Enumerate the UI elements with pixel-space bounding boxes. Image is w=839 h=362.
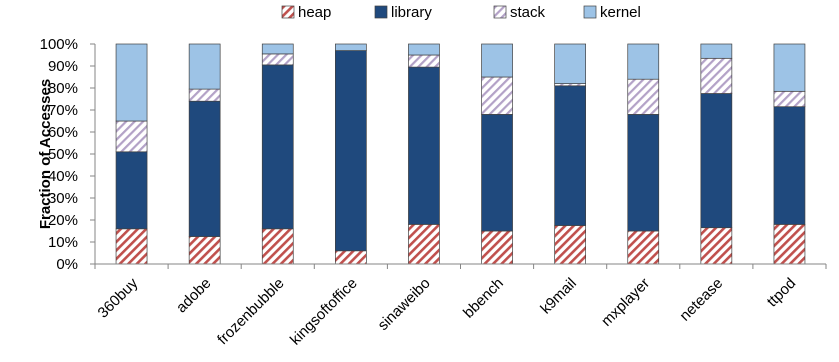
bar-segment-stack-mxplayer xyxy=(627,78,660,115)
bar-segment-stack-netease xyxy=(700,57,733,94)
bar-segment-kernel-netease xyxy=(700,43,733,59)
bar-segment-library-adobe xyxy=(188,100,221,237)
x-tick-label: kingsoftoffice xyxy=(287,275,361,349)
x-tick-label: sinaweibo xyxy=(375,275,434,334)
bar-segment-heap-mxplayer xyxy=(627,230,660,265)
legend-label-heap: heap xyxy=(298,4,331,21)
chart-legend: heap library stack kernel xyxy=(281,4,641,21)
bar-segment-kernel-sinaweibo xyxy=(408,43,440,56)
y-tick-label: 10% xyxy=(48,234,78,251)
bar-segment-library-360buy xyxy=(115,151,148,230)
bar-segment-stack-sinaweibo xyxy=(408,54,440,68)
x-tick-label: frozenbubble xyxy=(214,275,287,348)
bar-segment-stack-frozenbubble xyxy=(261,53,294,66)
y-tick-label: 20% xyxy=(48,212,78,229)
legend-swatch-library xyxy=(374,5,388,19)
y-tick-label: 50% xyxy=(48,146,78,163)
bar-segment-stack-adobe xyxy=(188,88,221,102)
legend-label-library: library xyxy=(391,4,432,21)
bar-segment-library-ttpod xyxy=(773,106,806,225)
legend-swatch-stack xyxy=(493,5,507,19)
legend-label-kernel: kernel xyxy=(600,4,641,21)
bar-segment-heap-bbench xyxy=(481,230,513,265)
bar-segment-heap-360buy xyxy=(115,228,148,265)
x-axis: 360buy adobe frozenbubble kingsoftoffice sin… xyxy=(94,263,827,349)
bar-segment-heap-netease xyxy=(700,227,733,265)
bar-segment-library-frozenbubble xyxy=(261,64,294,230)
bar-segment-kernel-bbench xyxy=(481,43,513,78)
bar-segment-kernel-k9mail xyxy=(554,43,587,84)
bar-segment-stack-360buy xyxy=(115,120,148,153)
bar-segment-stack-bbench xyxy=(481,76,513,115)
y-axis-title: Fraction of Accesses xyxy=(37,79,54,229)
x-tick-label: 360buy xyxy=(95,274,142,321)
bars xyxy=(115,43,806,265)
bar-segment-kernel-ttpod xyxy=(773,43,806,92)
bar-segment-kernel-frozenbubble xyxy=(261,43,294,55)
bar-segment-heap-ttpod xyxy=(773,224,806,265)
y-tick-label: 80% xyxy=(48,80,78,97)
y-axis: 0% 10% 20% 30% 40% 50% 60% 70% 80% 90% 100% xyxy=(40,36,96,273)
bar-segment-kernel-360buy xyxy=(115,43,148,122)
y-tick-label: 70% xyxy=(48,102,78,119)
x-tick-label: ttpod xyxy=(764,275,800,311)
x-tick-label: netease xyxy=(676,275,726,325)
legend-swatch-kernel xyxy=(583,5,597,19)
legend-label-stack: stack xyxy=(510,4,546,21)
bar-segment-kernel-kingsoftoffice xyxy=(335,43,367,51)
bar-segment-library-k9mail xyxy=(554,85,587,226)
x-tick-label: k9mail xyxy=(537,275,580,318)
bar-segment-heap-sinaweibo xyxy=(408,224,440,265)
y-tick-label: 100% xyxy=(40,36,78,53)
bar-segment-library-kingsoftoffice xyxy=(335,50,367,252)
bar-segment-stack-ttpod xyxy=(773,90,806,108)
x-tick-label: bbench xyxy=(460,275,507,322)
y-tick-label: 30% xyxy=(48,190,78,207)
bar-segment-kernel-adobe xyxy=(188,43,221,90)
bar-segment-heap-adobe xyxy=(188,236,221,265)
legend-swatch-heap xyxy=(281,5,295,19)
bar-segment-library-sinaweibo xyxy=(408,66,440,225)
y-tick-label: 90% xyxy=(48,58,78,75)
bar-segment-kernel-mxplayer xyxy=(627,43,660,80)
bar-segment-heap-frozenbubble xyxy=(261,228,294,265)
bar-segment-heap-kingsoftoffice xyxy=(335,250,367,265)
y-tick-label: 40% xyxy=(48,168,78,185)
bar-segment-library-mxplayer xyxy=(627,114,660,232)
bar-segment-library-netease xyxy=(700,93,733,229)
bar-segment-heap-k9mail xyxy=(554,225,587,265)
bar-segment-library-bbench xyxy=(481,114,513,232)
x-tick-label: adobe xyxy=(173,275,215,317)
y-tick-label: 0% xyxy=(56,256,78,273)
y-tick-label: 60% xyxy=(48,124,78,141)
x-tick-label: mxplayer xyxy=(598,275,653,330)
